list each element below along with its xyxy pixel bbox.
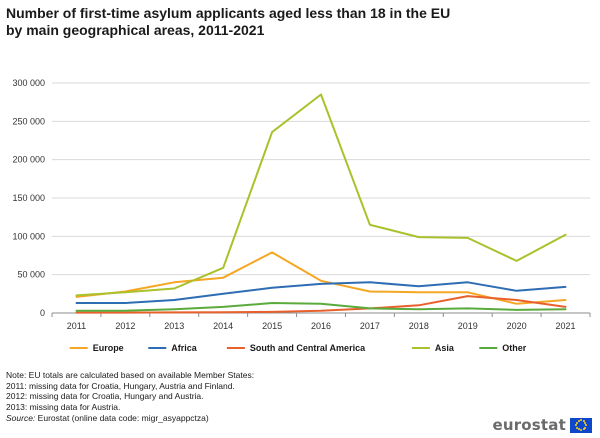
line-chart: 0 50 000 100 000 150 000 200 000 250 000 300 0…	[12, 78, 591, 353]
x-tick-label: 2021	[556, 321, 576, 331]
eu-flag-star-icon	[575, 424, 577, 426]
legend: Europe Africa South and Central America Asi…	[69, 343, 527, 353]
x-tick-label: 2013	[164, 321, 184, 331]
eu-flag-star-icon	[577, 428, 580, 431]
eu-flag-star-icon	[584, 421, 587, 424]
chart-title-line-2: by main geographical areas, 2011-2021	[6, 22, 265, 38]
x-tick-label: 2015	[262, 321, 282, 331]
source-label: Source:	[6, 413, 36, 423]
y-tick-label: 250 000	[12, 116, 45, 126]
gridlines	[52, 82, 590, 276]
legend-label-other: Other	[502, 343, 527, 353]
x-tick-label: 2018	[409, 321, 429, 331]
source-note: Source: Eurostat (online data code: migr…	[6, 413, 209, 423]
series-line-asia	[75, 93, 567, 297]
eu-flag-star-icon	[582, 428, 585, 431]
eu-flag-star-icon	[577, 419, 580, 422]
y-tick-label: 50 000	[17, 270, 45, 280]
x-tick-label: 2012	[115, 321, 135, 331]
series-line-south-and-central-america	[75, 295, 567, 314]
series-line-europe	[75, 251, 567, 305]
legend-label-south-and-central-america: South and Central America	[250, 343, 366, 353]
x-tick-label: 2017	[360, 321, 380, 331]
note-line-3: 2012: missing data for Croatia, Hungary …	[6, 391, 204, 401]
legend-label-africa: Africa	[171, 343, 198, 353]
eu-flag-star-icon	[582, 419, 585, 422]
legend-label-europe: Europe	[93, 343, 124, 353]
chart-title: Number of first-time asylum applicants a…	[6, 5, 566, 39]
series-line-other	[75, 302, 567, 312]
eurostat-logo: eurostat	[492, 416, 592, 434]
y-tick-label: 100 000	[12, 231, 45, 241]
x-tick-label: 2011	[67, 321, 86, 331]
x-tick-label: 2014	[213, 321, 233, 331]
eu-flag-icon	[570, 417, 592, 433]
y-tick-label: 0	[40, 308, 45, 318]
axes: 0 50 000 100 000 150 000 200 000 250 000 300 0…	[12, 78, 591, 331]
x-tick-label: 2016	[311, 321, 331, 331]
series-lines	[75, 93, 567, 314]
x-tick-label: 2020	[507, 321, 527, 331]
y-tick-label: 150 000	[12, 193, 45, 203]
y-tick-label: 300 000	[12, 78, 45, 88]
eu-flag-star-icon	[584, 426, 587, 429]
chart-title-line-1: Number of first-time asylum applicants a…	[6, 5, 451, 21]
note-line-1: Note: EU totals are calculated based on …	[6, 370, 255, 380]
legend-label-asia: Asia	[435, 343, 455, 353]
series-line-africa	[75, 281, 567, 304]
note-line-2: 2011: missing data for Croatia, Hungary,…	[6, 380, 235, 391]
y-tick-label: 200 000	[12, 155, 45, 165]
eu-flag-star-icon	[575, 426, 578, 429]
eurostat-wordmark: eurostat	[492, 416, 566, 434]
note-line-4: 2013: missing data for Austria.	[6, 401, 121, 412]
source-text: Eurostat (online data code: migr_asyappc…	[37, 413, 209, 423]
eu-flag-star-icon	[575, 421, 578, 424]
x-tick-label: 2019	[458, 321, 478, 331]
eu-flag-star-icon	[585, 424, 587, 426]
eu-flag-star-icon	[580, 419, 582, 421]
eu-flag-star-icon	[580, 429, 582, 431]
footnotes: Note: EU totals are calculated based on …	[6, 370, 254, 412]
